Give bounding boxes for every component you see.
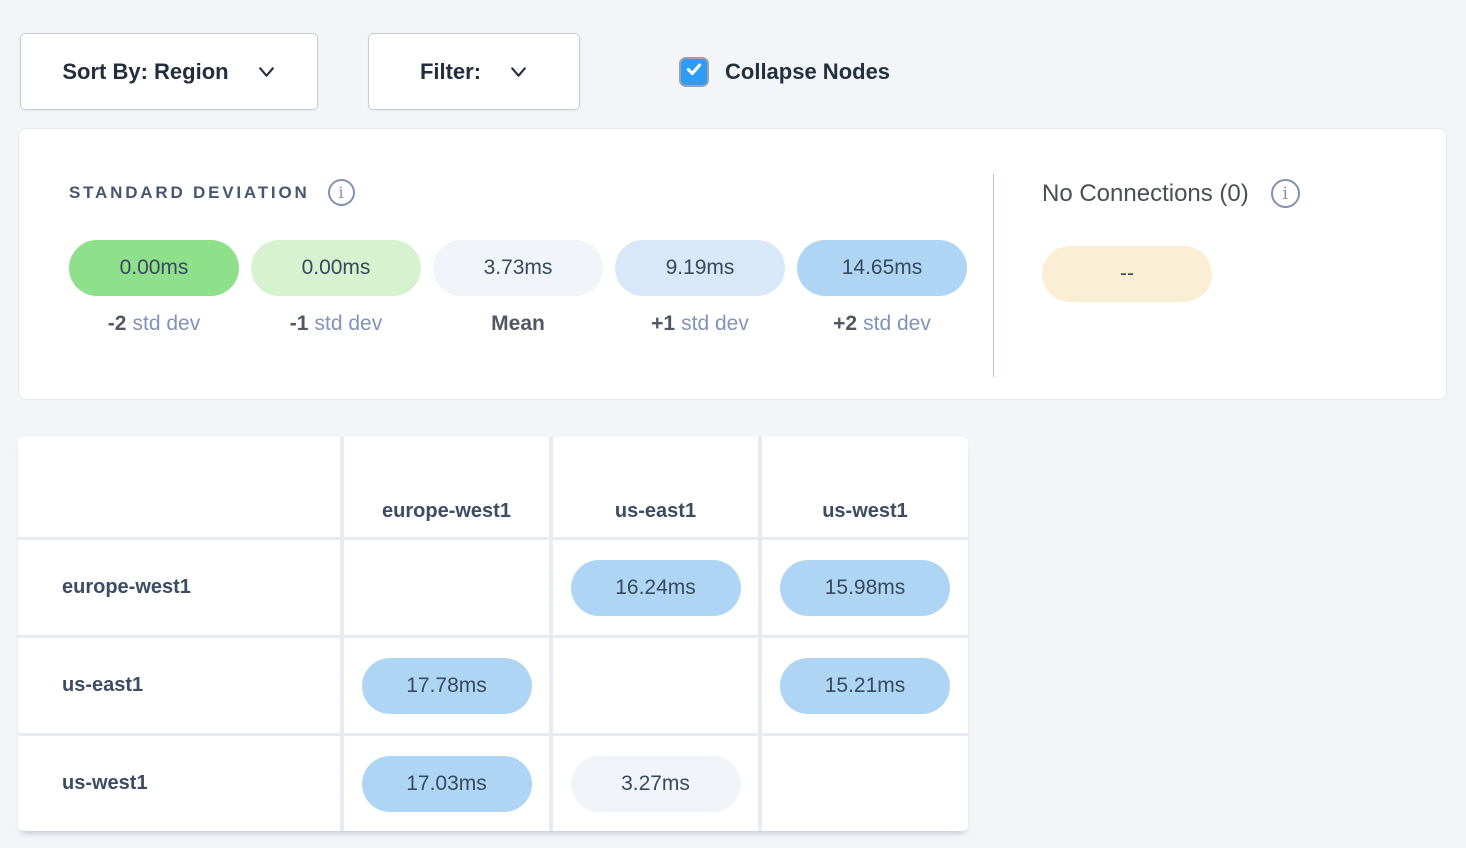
std-dev-pill-minus1: 0.00ms xyxy=(251,240,421,296)
matrix-col-header: us-east1 xyxy=(553,437,758,537)
collapse-nodes-checkbox[interactable] xyxy=(679,56,709,87)
std-dev-label-minus2: -2 std dev xyxy=(107,312,201,335)
matrix-cell[interactable]: 17.03ms xyxy=(344,736,549,831)
filter-label: Filter: xyxy=(419,58,482,84)
matrix-cell[interactable]: 17.78ms xyxy=(344,638,549,733)
std-dev-pill-plus2: 14.65ms xyxy=(797,240,967,296)
std-dev-label-mean: Mean xyxy=(491,312,545,335)
no-connections-pill: -- xyxy=(1042,246,1212,302)
sort-by-dropdown[interactable]: Sort By: Region xyxy=(20,33,318,110)
matrix-corner-cell xyxy=(18,437,340,537)
collapse-nodes-label: Collapse Nodes xyxy=(725,58,891,84)
matrix-col-header: us-west1 xyxy=(762,437,968,537)
std-dev-labels: -2 std dev -1 std dev Mean +1 std dev +2 std… xyxy=(69,312,993,336)
matrix-cell-self xyxy=(762,736,968,831)
toolbar: Sort By: Region Filter: Collapse Nodes xyxy=(0,0,1466,110)
std-dev-label-plus1: +1 std dev xyxy=(651,312,749,335)
std-dev-title: STANDARD DEVIATION xyxy=(69,182,310,202)
latency-pill: 15.98ms xyxy=(780,559,950,616)
matrix-cell[interactable]: 15.21ms xyxy=(762,638,968,733)
std-dev-pill-plus1: 9.19ms xyxy=(615,240,785,296)
matrix-row-header: us-east1 xyxy=(18,638,340,733)
matrix-cell[interactable]: 15.98ms xyxy=(762,540,968,635)
latency-pill: 15.21ms xyxy=(780,657,950,714)
std-dev-pills: 0.00ms 0.00ms 3.73ms 9.19ms 14.65ms xyxy=(69,240,993,296)
matrix-row-header: us-west1 xyxy=(18,736,340,831)
std-dev-label-minus1: -1 std dev xyxy=(289,312,383,335)
latency-pill: 17.78ms xyxy=(361,657,532,714)
checkmark-icon xyxy=(685,60,703,83)
matrix-cell[interactable]: 16.24ms xyxy=(553,540,758,635)
no-connections-title: No Connections (0) xyxy=(1042,179,1249,207)
legend-card: STANDARD DEVIATION i 0.00ms 0.00ms 3.73m… xyxy=(18,128,1447,400)
filter-dropdown[interactable]: Filter: xyxy=(368,33,580,110)
latency-pill: 16.24ms xyxy=(570,559,741,616)
std-dev-pill-mean: 3.73ms xyxy=(433,240,603,296)
std-dev-label-plus2: +2 std dev xyxy=(833,312,931,335)
info-icon[interactable]: i xyxy=(327,179,355,206)
sort-by-label: Sort By: Region xyxy=(62,58,229,84)
matrix-row-header: europe-west1 xyxy=(18,540,340,635)
std-dev-section: STANDARD DEVIATION i 0.00ms 0.00ms 3.73m… xyxy=(19,129,993,399)
latency-matrix: europe-west1 us-east1 us-west1 europe-we… xyxy=(18,437,968,831)
chevron-down-icon xyxy=(257,62,276,81)
matrix-cell-self xyxy=(344,540,549,635)
no-connections-section: No Connections (0) i -- xyxy=(994,129,1446,399)
std-dev-pill-minus2: 0.00ms xyxy=(69,240,239,296)
latency-pill: 17.03ms xyxy=(361,755,532,812)
info-icon[interactable]: i xyxy=(1270,179,1300,208)
matrix-cell-self xyxy=(553,638,758,733)
chevron-down-icon xyxy=(509,62,528,81)
latency-pill: 3.27ms xyxy=(570,755,741,812)
collapse-nodes-toggle[interactable]: Collapse Nodes xyxy=(679,56,891,87)
matrix-col-header: europe-west1 xyxy=(344,437,549,537)
card-divider xyxy=(993,174,994,377)
matrix-cell[interactable]: 3.27ms xyxy=(553,736,758,831)
